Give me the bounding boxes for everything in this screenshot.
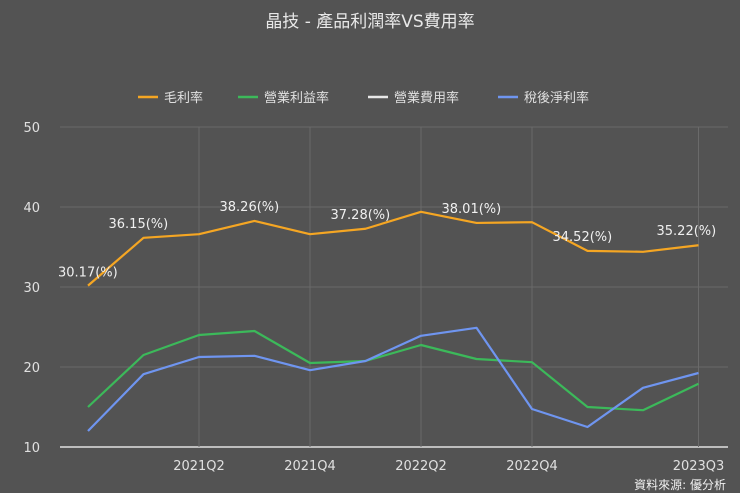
y-tick-label: 50 [23, 121, 40, 136]
legend-item[interactable]: 毛利率 [138, 90, 203, 106]
legend-label: 營業費用率 [394, 90, 459, 106]
legend-item[interactable]: 營業費用率 [368, 90, 459, 106]
x-tick-label: 2022Q4 [506, 459, 558, 474]
data-label: 37.28(%) [331, 208, 391, 223]
legend-label: 毛利率 [164, 90, 203, 106]
y-tick-label: 10 [23, 441, 40, 456]
x-tick-label: 2021Q4 [284, 459, 336, 474]
series-line [87, 326, 699, 432]
y-tick-label: 40 [23, 201, 40, 216]
series-group [87, 210, 699, 432]
data-label: 38.01(%) [442, 202, 502, 217]
grid: 10 20 30 40 50 2021Q2 2021Q4 2022Q2 2022Q4 2023Q3 [23, 121, 728, 474]
data-label: 36.15(%) [109, 217, 169, 232]
data-labels: 30.17(%) 36.15(%) 38.26(%) 37.28(%) 38.01(%)… [58, 200, 716, 281]
x-tick-label: 2022Q2 [395, 459, 447, 474]
series-line [87, 210, 699, 287]
data-label: 38.26(%) [220, 200, 280, 215]
legend-item[interactable]: 稅後淨利率 [498, 90, 589, 106]
x-tick-label: 2021Q2 [173, 459, 225, 474]
y-tick-label: 30 [23, 281, 40, 296]
legend: 毛利率 營業利益率 營業費用率 稅後淨利率 [138, 90, 589, 106]
legend-item[interactable]: 營業利益率 [238, 90, 329, 106]
source-note: 資料來源: 優分析 [634, 478, 726, 492]
y-tick-label: 20 [23, 361, 40, 376]
x-tick-label: 2023Q3 [673, 459, 725, 474]
series-line [87, 329, 699, 412]
legend-label: 稅後淨利率 [524, 90, 589, 106]
legend-label: 營業利益率 [264, 90, 329, 106]
data-label: 30.17(%) [58, 266, 118, 281]
data-label: 34.52(%) [553, 230, 613, 245]
chart-title: 晶技 - 產品利潤率VS費用率 [265, 12, 474, 32]
data-label: 35.22(%) [657, 224, 717, 239]
